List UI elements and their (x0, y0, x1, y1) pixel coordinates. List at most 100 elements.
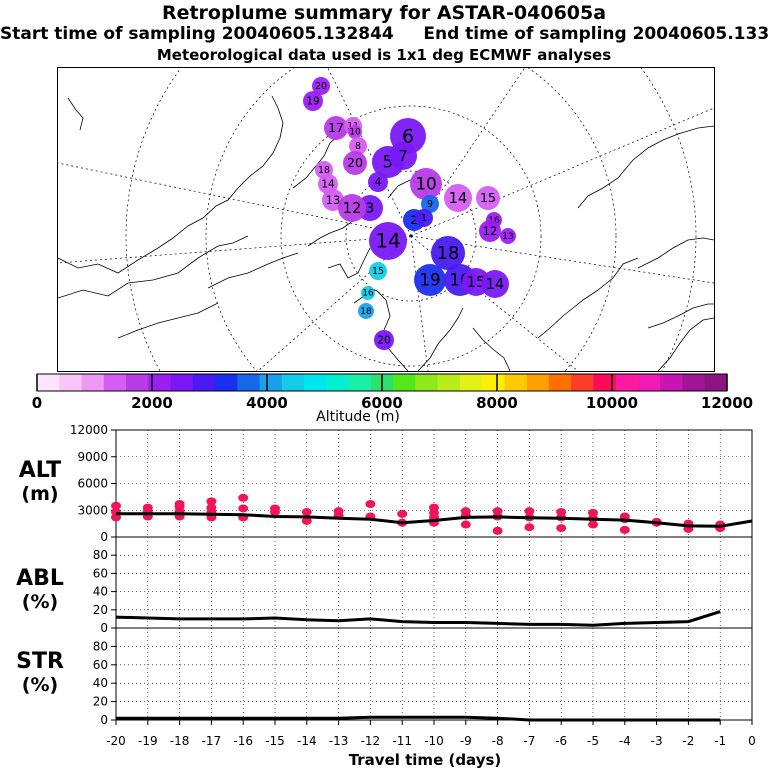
y-tick-label: 40 (93, 585, 108, 599)
alt-series-line (116, 512, 753, 528)
plume-cluster-marker (389, 142, 417, 170)
y-tick-label: 20 (93, 695, 108, 709)
plume-cluster-label: 14 (375, 229, 400, 253)
colorbar-cell (348, 374, 372, 391)
plume-cluster-marker (414, 264, 446, 296)
colorbar-cell (482, 374, 506, 391)
colorbar-tick-label: 2000 (131, 394, 173, 412)
plume-cluster-marker (303, 91, 323, 111)
cluster-point (492, 526, 503, 535)
x-tick-label: 0 (748, 734, 756, 748)
str-series-line (116, 715, 721, 722)
y-tick-label: 12000 (70, 425, 108, 437)
colorbar-cell (615, 374, 639, 391)
plume-cluster-marker (338, 194, 366, 222)
plume-cluster-label: 10 (349, 127, 361, 137)
colorbar-cell (437, 374, 461, 391)
cluster-point (206, 497, 217, 506)
y-tick-label: 0 (100, 621, 108, 635)
y-tick-label: 20 (93, 603, 108, 617)
plume-cluster-marker (312, 77, 330, 95)
plume-cluster-marker (343, 151, 367, 175)
plume-cluster-label: 3 (366, 201, 375, 217)
plume-cluster-label: 20 (377, 335, 390, 347)
time-series-panels: 0 3000 6000 9000 12000 0 20 40 60 80 0 20 40 60 80 -… (16, 425, 756, 768)
plume-cluster-marker (348, 125, 362, 139)
plume-cluster-label: 14 (486, 276, 505, 293)
x-tick-label: -14 (297, 734, 317, 748)
plume-cluster-marker (500, 228, 516, 244)
plume-cluster-marker (368, 172, 388, 192)
cluster-point (460, 520, 471, 529)
plume-cluster-label: 18 (437, 243, 460, 264)
colorbar-cell (504, 374, 528, 391)
plume-cluster-marker (361, 286, 375, 300)
plume-cluster-marker (444, 184, 472, 212)
map-canvas: 2019171110865743201814131210914151612131… (58, 68, 714, 371)
plume-cluster-label: 10 (415, 174, 436, 194)
str-panel: 0 20 40 60 80 (93, 627, 753, 727)
colorbar-cell (326, 374, 350, 391)
x-axis: -20 -19 -18 -17 -16 -15 -14 -13 -12 -11 -10 -9 -8 -7-… (106, 720, 756, 748)
plume-cluster-marker (324, 116, 348, 140)
y-tick-label: 80 (93, 639, 108, 653)
y-tick-label: 80 (93, 548, 108, 562)
y-tick-label: 3000 (77, 503, 108, 517)
colorbar-cell (526, 374, 550, 391)
plume-cluster-label: 19 (419, 270, 440, 290)
plume-cluster-label: 17 (328, 120, 344, 135)
colorbar-cell (682, 374, 706, 391)
plume-cluster-label: 12 (343, 200, 362, 217)
x-tick-label: -6 (555, 734, 567, 748)
cluster-point (365, 500, 376, 509)
plume-cluster-marker (476, 186, 500, 210)
y-tick-label: 6000 (77, 477, 108, 491)
x-tick-label: -9 (460, 734, 472, 748)
plume-cluster-marker (415, 209, 433, 227)
plume-cluster-label: 1 (421, 213, 427, 224)
cluster-point (270, 504, 280, 513)
abl-panel-unit: (%) (22, 591, 58, 613)
colorbar-cell (660, 374, 684, 391)
plume-cluster-label: 7 (398, 148, 407, 165)
map-plume-clusters: 2019171110865743201814131210914151612131… (303, 77, 516, 350)
abl-panel-label: ABL (16, 566, 64, 591)
plume-cluster-marker (358, 303, 374, 319)
x-tick-label: -7 (523, 734, 535, 748)
alt-panel-unit: (m) (21, 483, 58, 505)
x-tick-label: -8 (492, 734, 504, 748)
colorbar-cell (393, 374, 416, 391)
y-tick-label: 60 (93, 658, 108, 672)
colorbar-axis-label: Altitude (m) (316, 409, 400, 425)
panel-frame (115, 536, 753, 629)
plume-cluster-label: 19 (306, 96, 319, 108)
colorbar-cell (548, 374, 572, 391)
colorbar-tick-label: 12000 (701, 394, 753, 412)
colorbar-cell (37, 374, 60, 391)
cluster-point (619, 525, 630, 534)
end-time-label: End time of sampling 20040605.133258 (423, 24, 768, 44)
plume-cluster-label: 8 (355, 141, 361, 152)
colorbar-cell (126, 374, 149, 391)
plume-cluster-label: 12 (483, 224, 498, 238)
colorbar-cells (37, 374, 728, 391)
polar-map: 2019171110865743201814131210914151612131… (57, 67, 715, 372)
plume-cluster-marker (410, 168, 442, 200)
y-tick-label: 9000 (77, 450, 108, 464)
cluster-point (524, 507, 535, 516)
colorbar-cell (148, 374, 172, 391)
plume-cluster-label: 16 (488, 216, 500, 226)
colorbar-cell (637, 374, 661, 391)
colorbar-cell (170, 374, 194, 391)
x-tick-label: -16 (233, 734, 253, 748)
colorbar-cell (215, 374, 238, 391)
abl-panel: 0 20 40 60 80 (93, 536, 753, 635)
colorbar-tick-label: 8000 (476, 394, 518, 412)
x-tick-label: -5 (587, 734, 599, 748)
meteorological-data-label: Meteorological data used is 1x1 deg ECMW… (156, 46, 612, 64)
plume-cluster-label: 6 (402, 125, 414, 147)
cluster-point (301, 516, 312, 525)
x-tick-label: -1 (714, 734, 726, 748)
plume-cluster-marker (431, 236, 465, 270)
y-tick-label: 60 (93, 566, 108, 580)
